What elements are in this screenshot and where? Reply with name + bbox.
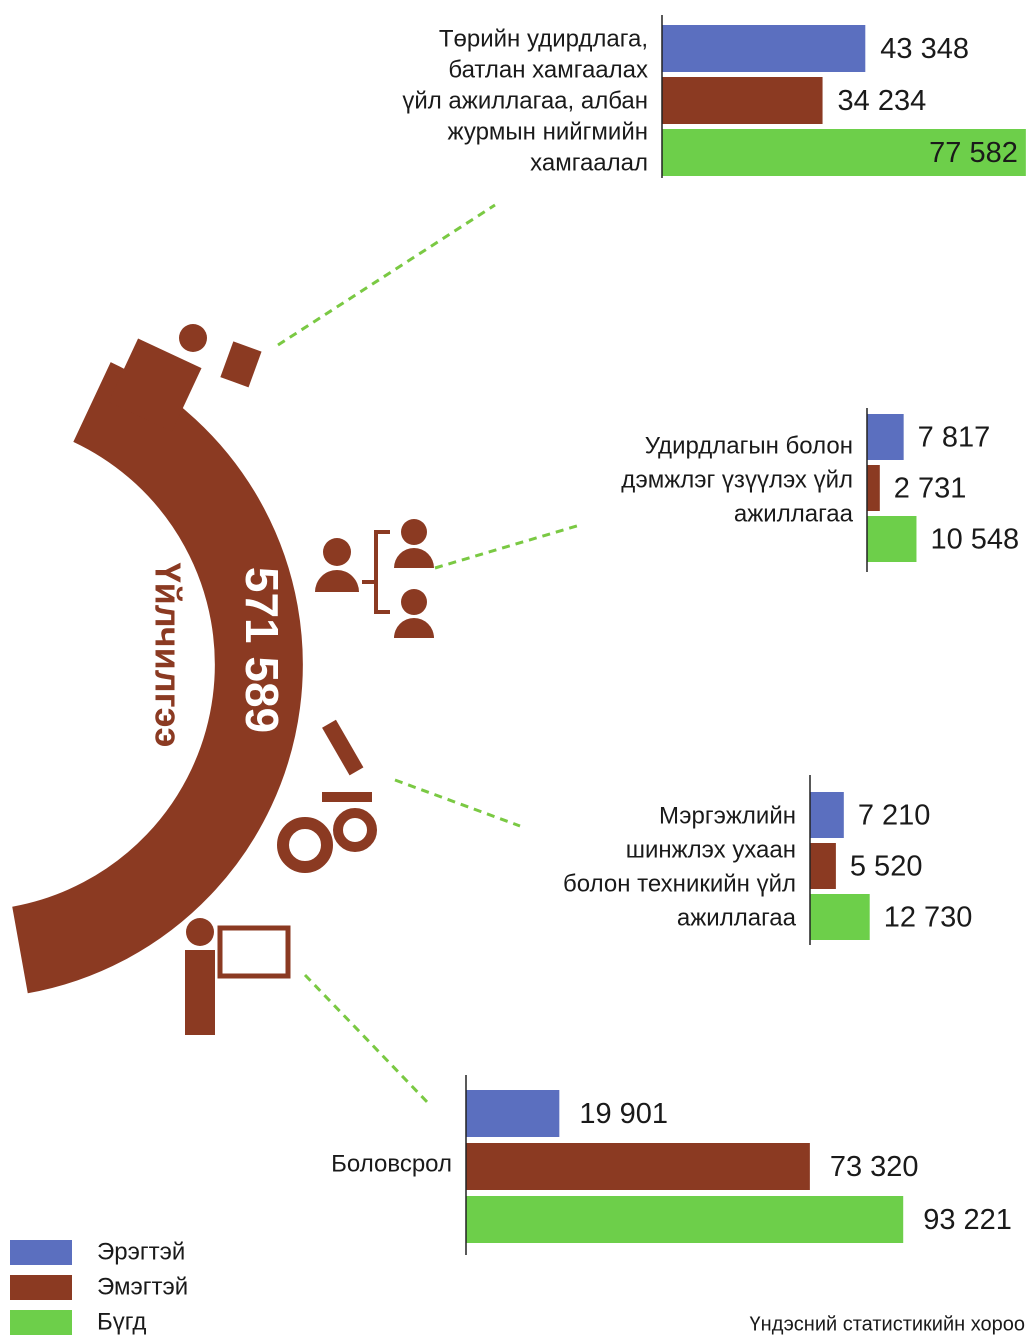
category-label: журмын нийгмийн (448, 118, 648, 145)
category-label: үйл ажиллагаа, албан (402, 87, 648, 114)
value-label: 43 348 (880, 33, 969, 65)
value-label: 34 234 (838, 85, 927, 117)
legend-swatch (10, 1310, 72, 1335)
value-label: 7 210 (858, 800, 931, 832)
category-label: хамгаалал (530, 149, 648, 176)
value-label: 2 731 (894, 473, 967, 505)
total-name: Үйлчилгээ (147, 563, 188, 748)
category-label: болон техникийн үйл (563, 870, 796, 897)
bar (466, 1196, 904, 1243)
bar (810, 894, 870, 940)
bar (867, 516, 917, 562)
value-label: 7 817 (918, 422, 991, 454)
value-label: 93 221 (923, 1204, 1012, 1236)
category-label: батлан хамгаалах (448, 56, 648, 83)
legend-swatch (10, 1240, 72, 1265)
category-label: ажиллагаа (677, 904, 797, 931)
icons (108, 324, 434, 1035)
value-label: 19 901 (579, 1098, 668, 1130)
value-label: 5 520 (850, 851, 923, 883)
category-label: Боловсрол (331, 1150, 452, 1177)
bar (867, 414, 904, 460)
bar (662, 77, 823, 124)
bar (466, 1143, 810, 1190)
bar (662, 129, 1026, 176)
legend-swatch (10, 1275, 72, 1300)
source: Үндэсний статистикийн хороо (750, 1313, 1025, 1335)
total-arc (11, 362, 303, 994)
category-label: Мэргэжлийн (659, 802, 796, 829)
bar (810, 843, 836, 889)
category-label: Төрийн удирдлага, (439, 25, 648, 52)
category-label: шинжлэх ухаан (626, 836, 796, 863)
value-label: 77 582 (929, 137, 1018, 169)
value-label: 10 548 (930, 524, 1019, 556)
bar (466, 1090, 560, 1137)
total-value: 571 589 (236, 567, 288, 733)
category-label: дэмжлэг үзүүлэх үйл (621, 466, 853, 493)
category-label: Удирдлагын болон (645, 432, 853, 459)
bar (867, 465, 880, 511)
arrows (277, 203, 581, 1107)
category-label: ажиллагаа (734, 500, 854, 527)
legend-label: Бүгд (97, 1308, 146, 1335)
bar (662, 25, 866, 72)
bar (810, 792, 844, 838)
value-label: 73 320 (830, 1151, 919, 1183)
legend-label: Эмэгтэй (97, 1273, 188, 1300)
value-label: 12 730 (884, 902, 973, 934)
legend-label: Эрэгтэй (97, 1238, 185, 1265)
